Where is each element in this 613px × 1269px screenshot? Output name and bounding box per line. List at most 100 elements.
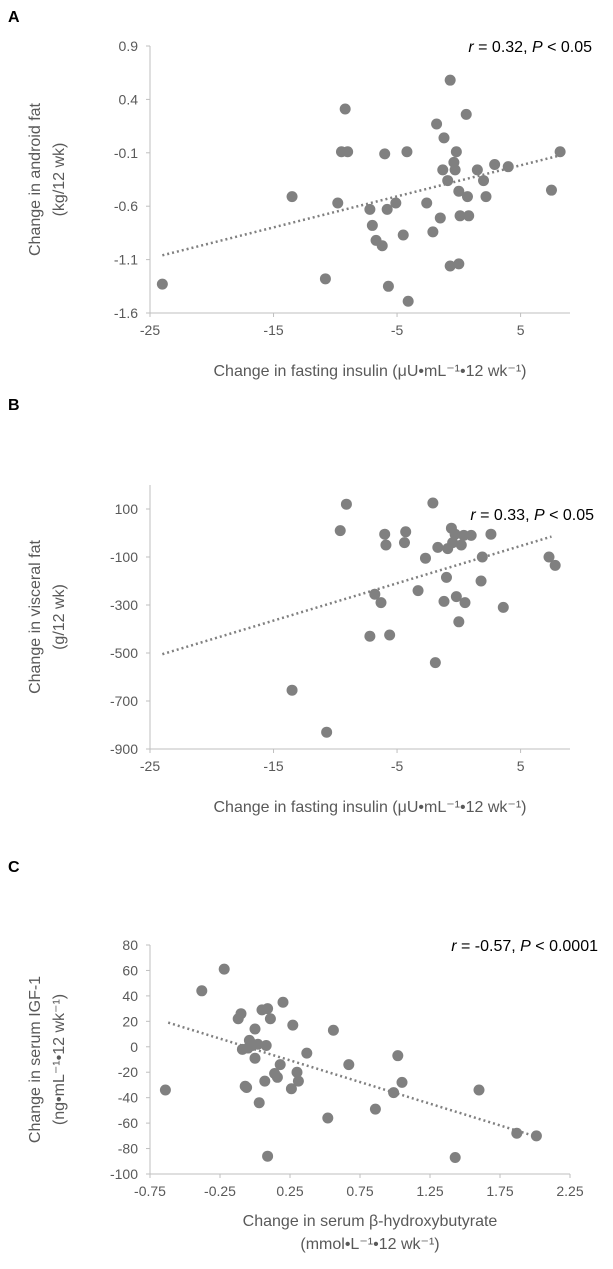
correlation-annotation: r = -0.57, P < 0.0001: [451, 938, 598, 955]
data-point: [402, 295, 414, 307]
data-point: [262, 1003, 274, 1015]
data-point: [429, 657, 441, 669]
x-tick-label: -25: [140, 322, 160, 338]
data-point: [264, 1013, 276, 1025]
y-axis-title: Change in serum IGF-1: [27, 976, 44, 1143]
y-tick-label: -700: [110, 693, 138, 709]
data-point: [286, 191, 298, 203]
data-point: [530, 1130, 542, 1142]
data-point: [497, 601, 509, 613]
trendline: [162, 154, 558, 257]
data-point: [322, 1112, 334, 1124]
data-point: [478, 175, 490, 187]
data-point: [463, 210, 475, 222]
stat-r-value: = -0.57,: [457, 938, 521, 955]
data-point: [449, 164, 461, 176]
data-point: [334, 525, 346, 537]
x-tick-label: -0.75: [134, 1183, 166, 1199]
data-point: [379, 528, 391, 540]
y-tick-label: -0.1: [114, 145, 138, 161]
data-point: [475, 575, 487, 587]
data-point: [366, 219, 378, 231]
panel-label: A: [8, 9, 20, 26]
y-tick-label: 0.4: [119, 91, 139, 107]
data-point: [485, 528, 497, 540]
y-tick-label: -300: [110, 597, 138, 613]
data-point: [384, 629, 396, 641]
data-point: [390, 197, 402, 209]
data-point: [321, 726, 333, 738]
data-point: [285, 1083, 297, 1095]
stat-p-value: < 0.0001: [531, 938, 598, 955]
data-point: [249, 1023, 261, 1035]
data-point: [271, 1071, 283, 1083]
y-tick-label: -500: [110, 645, 138, 661]
data-point: [455, 539, 467, 551]
x-tick-label: 1.75: [486, 1183, 513, 1199]
data-point: [427, 226, 439, 238]
data-point: [327, 1024, 339, 1036]
data-point: [401, 146, 413, 158]
y-tick-label: -40: [118, 1090, 138, 1106]
data-point: [375, 597, 387, 609]
panel-label: B: [8, 397, 20, 414]
data-point: [262, 1150, 274, 1162]
x-tick-label: -0.25: [204, 1183, 236, 1199]
data-point: [287, 1019, 299, 1031]
data-point: [382, 280, 394, 292]
x-axis-title: (mmol•L⁻¹•12 wk⁻¹): [300, 1236, 439, 1253]
data-point: [274, 1059, 286, 1071]
data-point: [438, 595, 450, 607]
data-point: [453, 185, 465, 197]
data-point: [259, 1075, 271, 1087]
correlation-annotation: r = 0.33, P < 0.05: [470, 507, 594, 524]
y-axis-title: (ng•mL⁻¹•12 wk⁻¹): [51, 994, 68, 1125]
x-tick-label: 2.25: [556, 1183, 583, 1199]
data-point: [453, 616, 465, 628]
x-tick-label: 1.25: [416, 1183, 443, 1199]
y-tick-label: -100: [110, 549, 138, 565]
y-tick-label: -1.6: [114, 305, 138, 321]
x-tick-label: 5: [517, 322, 525, 338]
data-point: [444, 260, 456, 272]
data-point: [379, 148, 391, 160]
data-point: [543, 551, 555, 563]
x-axis-title: Change in serum β-hydroxybutyrate: [243, 1213, 498, 1230]
data-point: [343, 1059, 355, 1071]
y-tick-label: 0.9: [119, 38, 139, 54]
data-point: [419, 552, 431, 564]
data-point: [437, 164, 449, 176]
data-point: [461, 191, 473, 203]
data-point: [159, 1084, 171, 1096]
stat-p-label: P: [534, 507, 545, 524]
x-tick-label: -5: [391, 758, 404, 774]
data-point: [502, 161, 514, 173]
data-point: [444, 74, 456, 86]
data-point: [277, 996, 289, 1008]
data-point: [427, 497, 439, 509]
data-point: [301, 1047, 313, 1059]
data-point: [342, 146, 354, 158]
data-point: [292, 1075, 304, 1087]
data-point: [397, 229, 409, 241]
data-point: [449, 1151, 461, 1163]
data-point: [252, 1038, 264, 1050]
data-point: [332, 197, 344, 209]
x-tick-label: 0.75: [346, 1183, 373, 1199]
data-point: [511, 1127, 523, 1139]
data-point: [249, 1052, 261, 1064]
data-point: [286, 684, 298, 696]
y-tick-label: -0.6: [114, 198, 138, 214]
data-point: [454, 210, 466, 222]
data-point: [465, 529, 477, 541]
data-point: [376, 240, 388, 252]
y-tick-label: -60: [118, 1115, 138, 1131]
data-point: [388, 1087, 400, 1099]
data-point: [398, 537, 410, 549]
x-tick-label: -25: [140, 758, 160, 774]
trendline: [161, 535, 552, 656]
stat-r-value: = 0.32,: [474, 39, 532, 56]
stat-r-value: = 0.33,: [476, 507, 534, 524]
stat-p-value: < 0.05: [543, 39, 592, 56]
